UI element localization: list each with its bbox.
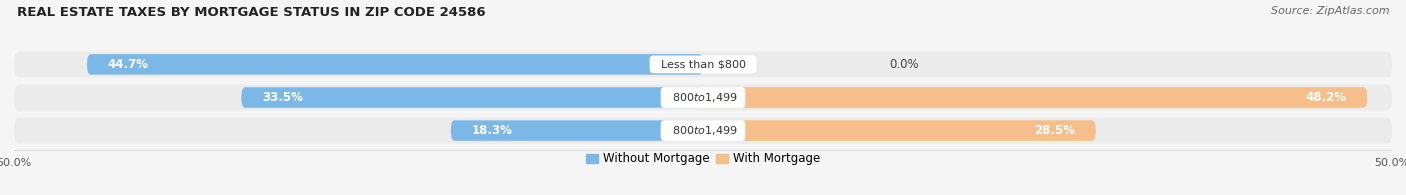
FancyBboxPatch shape bbox=[242, 87, 703, 108]
FancyBboxPatch shape bbox=[703, 87, 1367, 108]
Text: Source: ZipAtlas.com: Source: ZipAtlas.com bbox=[1271, 6, 1389, 16]
Text: 18.3%: 18.3% bbox=[471, 124, 512, 137]
Text: 44.7%: 44.7% bbox=[108, 58, 149, 71]
Text: 28.5%: 28.5% bbox=[1033, 124, 1076, 137]
FancyBboxPatch shape bbox=[87, 54, 703, 75]
Text: Less than $800: Less than $800 bbox=[654, 59, 752, 69]
Text: REAL ESTATE TAXES BY MORTGAGE STATUS IN ZIP CODE 24586: REAL ESTATE TAXES BY MORTGAGE STATUS IN … bbox=[17, 6, 485, 19]
FancyBboxPatch shape bbox=[451, 120, 703, 141]
Legend: Without Mortgage, With Mortgage: Without Mortgage, With Mortgage bbox=[581, 148, 825, 170]
FancyBboxPatch shape bbox=[14, 118, 1392, 144]
Text: 0.0%: 0.0% bbox=[889, 58, 918, 71]
Text: $800 to $1,499: $800 to $1,499 bbox=[665, 91, 741, 104]
Text: 33.5%: 33.5% bbox=[262, 91, 302, 104]
FancyBboxPatch shape bbox=[703, 120, 1095, 141]
FancyBboxPatch shape bbox=[14, 51, 1392, 77]
FancyBboxPatch shape bbox=[14, 85, 1392, 110]
Text: $800 to $1,499: $800 to $1,499 bbox=[665, 124, 741, 137]
Text: 48.2%: 48.2% bbox=[1305, 91, 1347, 104]
